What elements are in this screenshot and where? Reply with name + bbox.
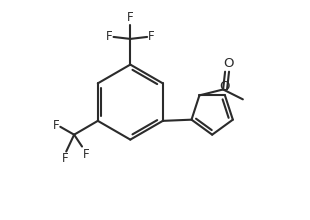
Text: O: O <box>223 57 233 70</box>
Text: F: F <box>127 11 134 24</box>
Text: F: F <box>106 30 113 43</box>
Text: F: F <box>53 119 59 132</box>
Text: F: F <box>62 152 69 165</box>
Text: F: F <box>83 148 90 161</box>
Text: F: F <box>148 30 155 43</box>
Text: O: O <box>220 81 230 94</box>
